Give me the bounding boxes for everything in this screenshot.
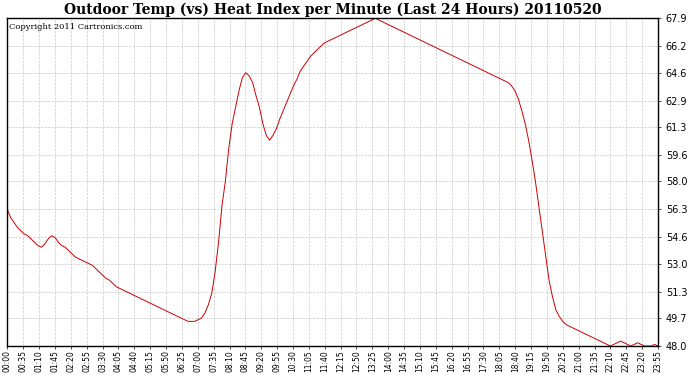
- Title: Outdoor Temp (vs) Heat Index per Minute (Last 24 Hours) 20110520: Outdoor Temp (vs) Heat Index per Minute …: [64, 3, 602, 17]
- Text: Copyright 2011 Cartronics.com: Copyright 2011 Cartronics.com: [8, 23, 142, 31]
